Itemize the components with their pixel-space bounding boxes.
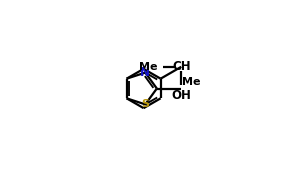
Text: S: S [141, 99, 149, 109]
Text: OH: OH [171, 89, 191, 102]
Text: N: N [140, 66, 150, 79]
Text: CH: CH [172, 60, 191, 73]
Text: Me: Me [182, 77, 201, 87]
Text: Me: Me [138, 62, 157, 72]
